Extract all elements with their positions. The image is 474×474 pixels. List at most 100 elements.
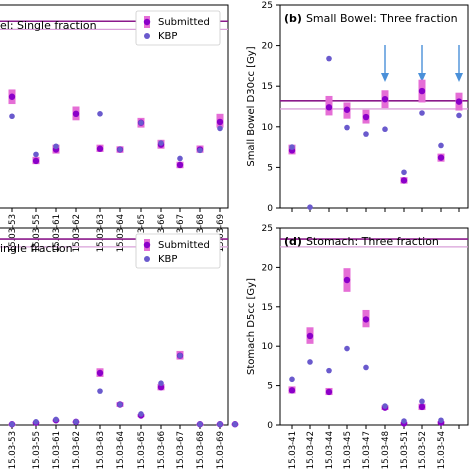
kbp-point — [419, 398, 425, 405]
kbp-point — [117, 401, 123, 408]
x-tick-label: 15.03-62 — [72, 214, 82, 252]
kbp-point — [344, 345, 350, 352]
kbp-point — [53, 416, 59, 423]
legend-label-submitted: Submitted — [158, 17, 210, 28]
legend-box — [135, 233, 221, 269]
x-tick-label: 15.03-44 — [325, 431, 335, 469]
x-tick-label: 15.03-62 — [72, 431, 82, 469]
submitted-point — [455, 98, 463, 105]
submitted-point — [362, 113, 370, 121]
submitted-point — [8, 93, 16, 100]
arrow-head — [455, 73, 463, 82]
y-tick-label: 5 — [267, 163, 273, 173]
plot-frame — [0, 227, 229, 426]
kbp-point — [158, 140, 164, 146]
kbp-point — [326, 367, 332, 374]
plot-frame — [279, 4, 469, 209]
legend-kbp-marker — [144, 33, 150, 39]
panel-title: (d) Stomach: Three fraction — [284, 235, 439, 248]
submitted-point — [72, 110, 80, 118]
x-tick-label: 15.03-64 — [116, 214, 126, 252]
x-tick-label: 15.03-65 — [137, 431, 147, 469]
kbp-point — [438, 417, 444, 424]
kbp-point — [232, 421, 238, 428]
kbp-point — [33, 419, 39, 425]
x-tick-label: 15.03-66 — [157, 431, 167, 469]
kbp-point — [289, 144, 295, 150]
submitted-point — [216, 118, 224, 126]
submitted-point — [400, 177, 408, 184]
x-tick-label: 15.03-66 — [157, 214, 167, 252]
kbp-point — [138, 411, 144, 417]
kbp-point — [33, 151, 39, 158]
submitted-point — [157, 383, 165, 391]
submitted-point — [306, 332, 314, 340]
x-tick-label: 15.03-54 — [437, 431, 447, 469]
panel-d: 0 5 10 15 20 25 Stomach D5cc [Gy] 15.03-41 15.03… — [246, 224, 469, 469]
x-tick-label: 15.03-45 — [343, 431, 353, 469]
y-tick-label: 15 — [262, 82, 273, 92]
panel-b: 0 5 10 15 20 25 Small Bowel D30cc [Gy] (b) Small… — [246, 1, 469, 214]
x-tick-label: 15.03-69 — [216, 431, 226, 469]
y-tick-label: 10 — [262, 123, 274, 133]
panel-c: 15.03-53 15.03-55 15.03-61 15.03-62 15.03-63… — [0, 227, 239, 469]
submitted-point — [437, 154, 445, 161]
x-tick-label: 15.03-65 — [137, 214, 147, 252]
kbp-point — [9, 113, 15, 120]
kbp-point — [197, 147, 203, 154]
panel-title-text: Stomach: Three fraction — [306, 235, 439, 248]
panel-letter: (b) — [284, 12, 302, 25]
kbp-point — [53, 143, 59, 150]
kbp-point — [289, 376, 295, 383]
y-tick-label: 5 — [267, 382, 273, 392]
y-tick-label: 0 — [267, 204, 273, 214]
panel-title: (b) Small Bowel: Three fraction — [284, 12, 458, 25]
legend-submitted-marker — [143, 18, 151, 26]
x-tick-label: 15.03-41 — [288, 431, 298, 469]
kbp-point — [9, 421, 15, 428]
kbp-point — [158, 380, 164, 387]
plot-frame — [279, 227, 469, 426]
kbp-point — [97, 388, 103, 394]
x-tick-label: 15.03-53 — [8, 214, 18, 252]
kbp-point — [326, 55, 332, 62]
kbp-point — [438, 142, 444, 149]
panel-title: el: Single fraction — [0, 19, 97, 32]
kbp-point — [363, 131, 369, 137]
x-tick-label: 15.03-55 — [32, 214, 42, 252]
submitted-point — [381, 95, 389, 103]
kbp-point — [117, 146, 123, 153]
kbp-point — [401, 418, 407, 424]
x-tick-label: 15.03-64 — [116, 431, 126, 469]
kbp-point — [307, 204, 313, 210]
panel-letter: (d) — [284, 235, 302, 248]
kbp-point — [344, 124, 350, 131]
kbp-point — [217, 421, 223, 428]
legend-label-submitted: Submitted — [158, 240, 210, 251]
submitted-point — [325, 104, 333, 111]
legend-label-kbp: KBP — [158, 254, 177, 265]
legend-kbp-marker — [144, 256, 150, 262]
y-tick-label: 0 — [267, 421, 273, 431]
legend-submitted-marker — [143, 241, 151, 249]
x-tick-label: 15.03-55 — [32, 431, 42, 469]
y-tick-label: 20 — [262, 263, 274, 273]
submitted-point — [418, 87, 426, 95]
submitted-point — [96, 369, 104, 377]
submitted-point — [176, 161, 184, 169]
x-tick-label: 15.03-67 — [176, 214, 186, 252]
kbp-point — [307, 359, 313, 365]
y-tick-label: 15 — [262, 303, 273, 313]
kbp-point — [401, 169, 407, 176]
y-axis-label: Small Bowel D30cc [Gy] — [246, 46, 257, 166]
kbp-point — [363, 364, 369, 371]
kbp-point — [456, 112, 462, 119]
legend-label-kbp: KBP — [158, 31, 177, 42]
plot-frame — [0, 4, 229, 209]
x-tick-label: 15.03-68 — [196, 214, 206, 252]
kbp-point — [382, 126, 388, 133]
submitted-point — [288, 387, 296, 394]
kbp-point — [217, 125, 223, 132]
x-tick-label: 15.03-42 — [306, 431, 316, 469]
